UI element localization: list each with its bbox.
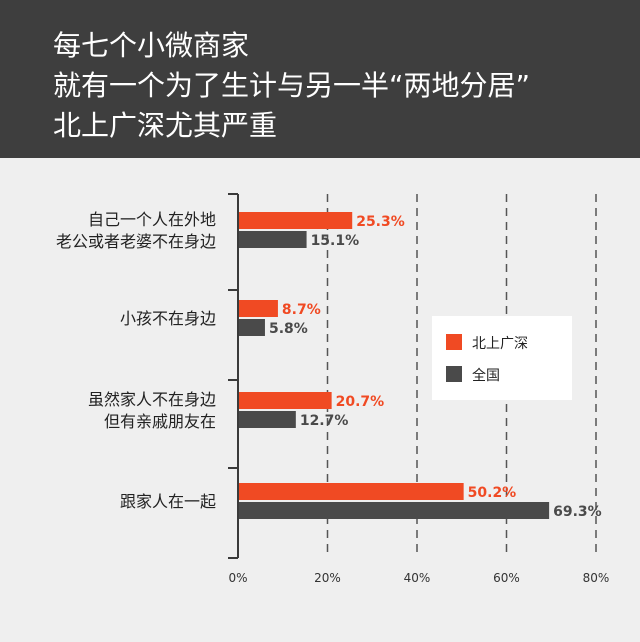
legend-label: 全国 (472, 367, 500, 384)
legend-swatch (446, 334, 462, 350)
bar-chart: 0% 20% 40% 60% 80% 自己一个人在外地老公或者老婆不在身边小孩不在身边虽然… (56, 193, 610, 585)
title-line-1: 每七个小微商家 (53, 29, 250, 62)
category-label: 自己一个人在外地 (88, 210, 216, 229)
value-label: 5.8% (269, 321, 308, 337)
bar (239, 300, 278, 317)
category-label: 小孩不在身边 (120, 309, 216, 328)
title-line-2: 就有一个为了生计与另一半“两地分居” (53, 69, 531, 102)
category-label: 虽然家人不在身边 (88, 390, 216, 409)
x-tick-label: 0% (228, 571, 247, 585)
bar (239, 411, 296, 428)
bar (239, 212, 353, 229)
value-label: 25.3% (356, 214, 405, 230)
legend-box (432, 316, 572, 400)
x-tick-label: 80% (583, 571, 610, 585)
title-line-3: 北上广深尤其严重 (53, 109, 278, 142)
value-label: 8.7% (282, 302, 321, 318)
category-label: 跟家人在一起 (120, 492, 216, 511)
x-tick-label: 40% (404, 571, 431, 585)
x-tick-label: 20% (314, 571, 341, 585)
bar (239, 319, 265, 336)
bar (239, 483, 464, 500)
bar (239, 231, 307, 248)
value-label: 15.1% (311, 233, 360, 249)
value-label: 20.7% (336, 394, 385, 410)
x-tick-label: 60% (493, 571, 520, 585)
chart-area: 0% 20% 40% 60% 80% 自己一个人在外地老公或者老婆不在身边小孩不在身边虽然… (0, 158, 640, 642)
bar (239, 392, 332, 409)
value-label: 12.7% (300, 413, 349, 429)
legend-label: 北上广深 (472, 336, 528, 352)
value-label: 69.3% (553, 504, 602, 520)
bar (239, 502, 550, 519)
category-label: 老公或者老婆不在身边 (56, 232, 216, 251)
legend-swatch (446, 366, 462, 382)
value-label: 50.2% (468, 485, 517, 501)
category-label: 但有亲戚朋友在 (104, 412, 216, 431)
header-banner: 每七个小微商家 就有一个为了生计与另一半“两地分居” 北上广深尤其严重 (0, 0, 640, 158)
